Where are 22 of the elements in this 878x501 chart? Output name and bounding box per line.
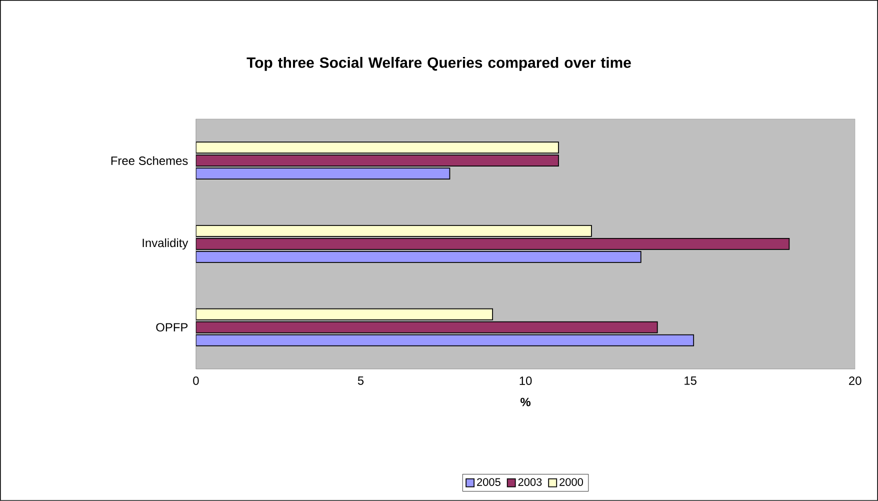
legend-label: 2003 [518,478,542,486]
bar [196,251,642,263]
bar [196,321,658,334]
chart-title: Top three Social Welfare Queries compared over time [246,56,631,71]
bar [196,308,494,320]
x-tick-label: 20 [849,376,862,386]
x-tick-label: 0 [193,376,199,386]
bar [196,225,592,237]
bar [196,154,559,167]
y-tick-label: Invalidity [142,238,188,250]
x-axis-title: % [520,398,531,406]
legend-label: 2000 [560,478,583,486]
x-tick-label: 5 [358,376,364,385]
legend-label: 2005 [477,478,500,486]
bar [196,142,559,154]
bar [196,334,694,346]
x-tick-label: 10 [520,376,532,386]
bar [196,168,450,180]
x-tick-label: 15 [684,376,696,385]
bar [196,238,790,250]
y-tick-label: Free Schemes [111,156,188,166]
y-tick-label: OPFP [156,323,188,332]
